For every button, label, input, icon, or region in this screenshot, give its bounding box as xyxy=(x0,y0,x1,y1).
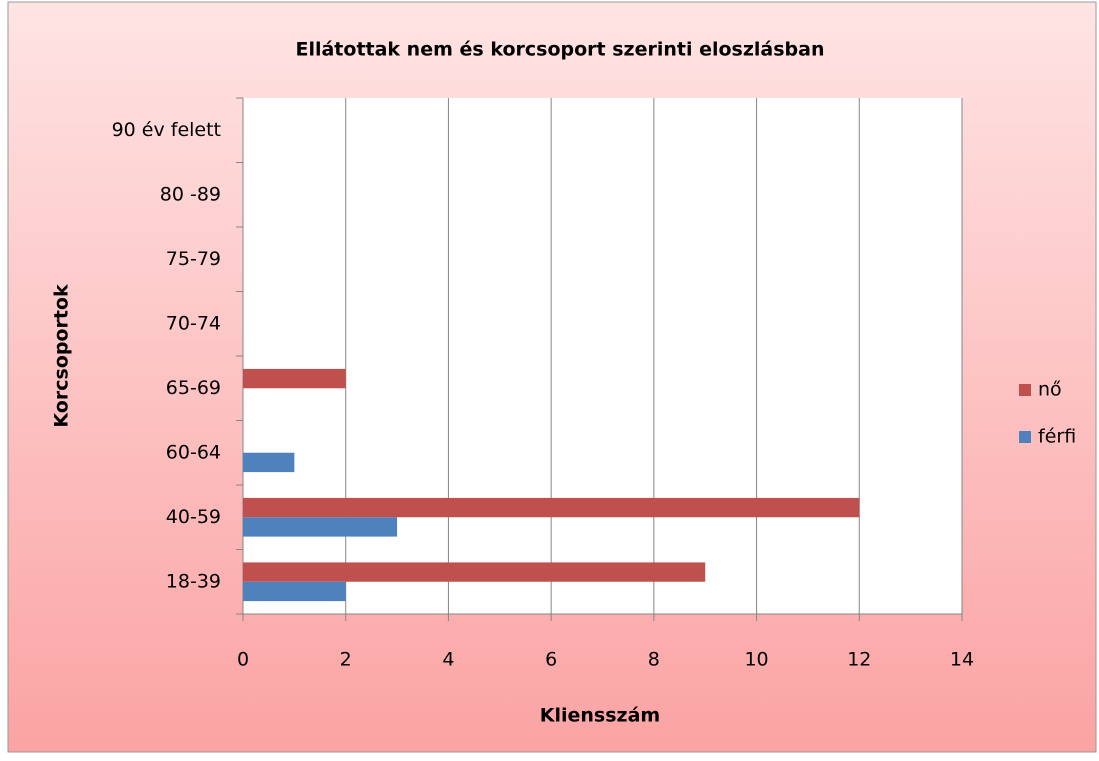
x-tick-label: 4 xyxy=(442,649,454,671)
y-tick-label: 60-64 xyxy=(166,441,221,463)
bar xyxy=(243,581,346,602)
bar xyxy=(243,497,860,518)
x-axis-title: Kliensszám xyxy=(540,705,660,727)
bar xyxy=(243,368,346,389)
y-axis-title: Korcsoportok xyxy=(51,284,73,428)
y-tick-label: 75-79 xyxy=(166,248,221,270)
x-tick-label: 14 xyxy=(950,649,974,671)
y-tick-label: 18-39 xyxy=(166,570,221,592)
bar xyxy=(243,562,706,582)
legend-swatch xyxy=(1019,431,1031,443)
x-tick-label: 8 xyxy=(648,649,660,671)
x-tick-label: 10 xyxy=(744,649,768,671)
y-tick-label: 65-69 xyxy=(166,377,221,399)
legend-swatch xyxy=(1019,384,1031,396)
y-tick-label: 70-74 xyxy=(166,312,221,334)
chart-title: Ellátottak nem és korcsoport szerinti el… xyxy=(295,39,824,61)
bar xyxy=(243,452,295,473)
y-tick-label: 40-59 xyxy=(166,506,221,528)
x-tick-label: 0 xyxy=(237,649,249,671)
y-tick-label: 80 -89 xyxy=(160,183,221,205)
y-tick-label: 90 év felett xyxy=(112,119,221,141)
legend-label: férfi xyxy=(1038,426,1076,448)
x-tick-label: 12 xyxy=(847,649,871,671)
bar xyxy=(243,517,398,537)
legend-label: nő xyxy=(1038,379,1062,401)
x-tick-label: 2 xyxy=(340,649,352,671)
x-tick-label: 6 xyxy=(545,649,557,671)
